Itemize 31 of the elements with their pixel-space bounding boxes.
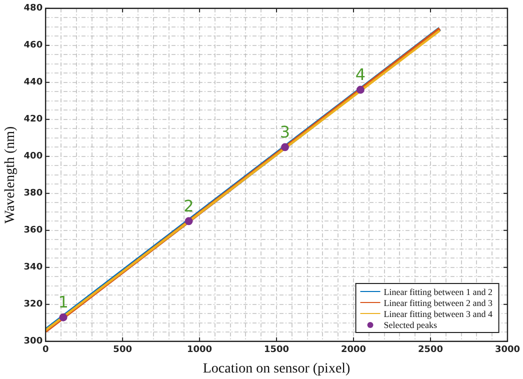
y-tick-label: 460 <box>24 40 43 51</box>
annotation: 3 <box>280 122 290 142</box>
y-tick-label: 340 <box>24 262 43 273</box>
x-tick-label: 1000 <box>187 345 212 356</box>
legend-label: Linear fitting between 2 and 3 <box>384 298 492 308</box>
y-tick-label: 320 <box>24 300 43 310</box>
y-tick-label: 380 <box>24 188 43 199</box>
y-tick-label: 300 <box>24 336 43 347</box>
x-tick-label: 3000 <box>494 345 520 356</box>
x-tick-label: 2000 <box>340 345 366 356</box>
x-tick-label: 1500 <box>264 345 290 356</box>
x-tick-label: 500 <box>113 345 132 356</box>
legend-label: Linear fitting between 1 and 2 <box>384 286 492 297</box>
y-axis-title: Wavelength (nm) <box>3 126 18 224</box>
y-tick-label: 440 <box>24 78 43 88</box>
legend-label: Selected peaks <box>384 320 437 330</box>
y-tick-label: 360 <box>24 226 43 236</box>
legend-label: Linear fitting between 3 and 4 <box>384 308 492 319</box>
annotation: 4 <box>355 64 366 84</box>
point <box>281 143 289 152</box>
y-tick-label: 420 <box>24 114 43 125</box>
annotation: 2 <box>184 196 194 216</box>
y-tick-label: 400 <box>24 152 43 162</box>
point <box>356 86 364 94</box>
point <box>59 313 68 322</box>
y-tick-label: 480 <box>24 4 43 14</box>
x-tick-label: 0 <box>42 345 49 356</box>
x-axis-title: Location on sensor (pixel) <box>202 361 351 376</box>
x-tick-label: 2500 <box>418 345 444 356</box>
point <box>184 217 193 226</box>
annotation: 1 <box>58 292 68 312</box>
